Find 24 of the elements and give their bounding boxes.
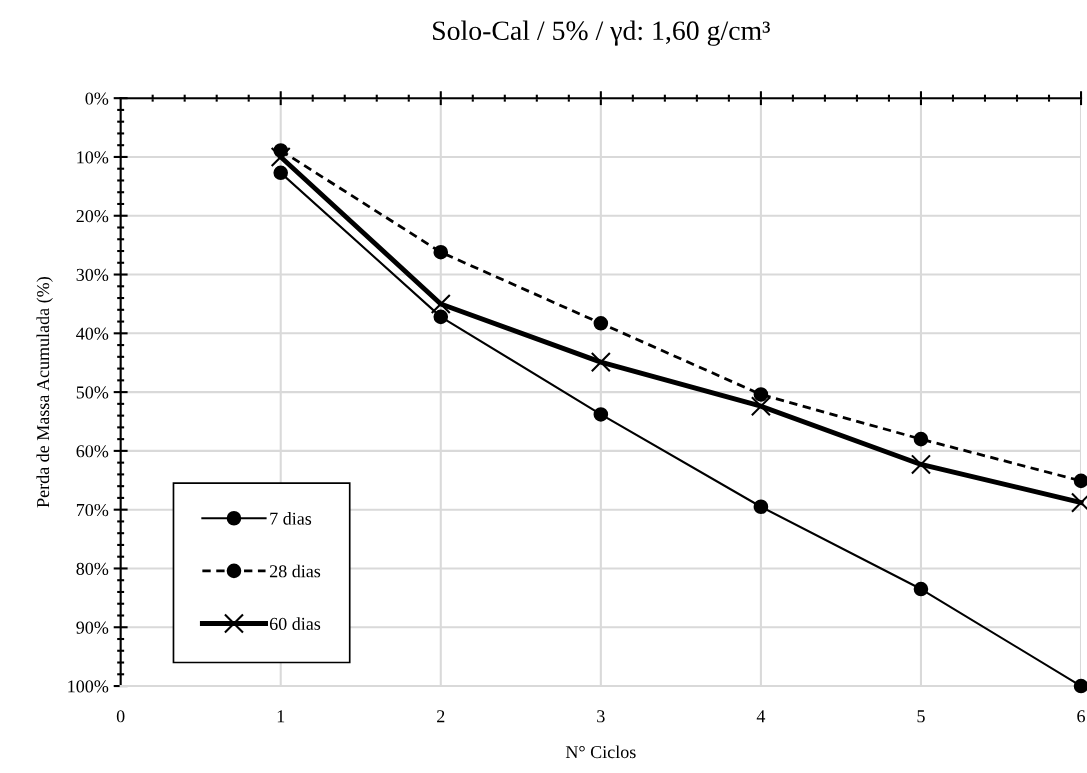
y-tick-label: 50% — [76, 386, 109, 399]
y-tick-label: 60% — [76, 445, 109, 458]
y-axis-title: Perda de Massa Acumulada (%) — [36, 277, 53, 508]
x-tick-label: 1 — [277, 710, 285, 723]
x-axis-title: N° Ciclos — [565, 745, 636, 759]
y-tick-label: 0% — [85, 92, 109, 105]
x-tick-label: 0 — [116, 710, 125, 723]
y-tick-label: 10% — [77, 151, 109, 164]
y-tick-label: 30% — [76, 268, 109, 282]
legend-label: 7 dias — [270, 512, 312, 525]
x-tick-label: 6 — [1077, 710, 1085, 723]
x-tick-label: 2 — [437, 710, 445, 723]
legend-label: 28 dias — [269, 564, 321, 578]
y-tick-label: 70% — [76, 503, 109, 517]
legend-label: 60 dias — [269, 617, 321, 630]
y-tick-label: 80% — [76, 562, 109, 575]
y-tick-label: 40% — [76, 327, 109, 340]
x-tick-label: 4 — [756, 710, 766, 723]
y-tick-label: 100% — [68, 680, 109, 693]
chart-title: Solo-Cal / 5% / γd: 1,60 g/cm³ — [433, 20, 770, 46]
y-tick-label: 90% — [76, 621, 109, 634]
y-tick-label: 20% — [76, 210, 109, 223]
x-tick-label: 3 — [597, 710, 605, 723]
x-tick-label: 5 — [917, 710, 925, 723]
